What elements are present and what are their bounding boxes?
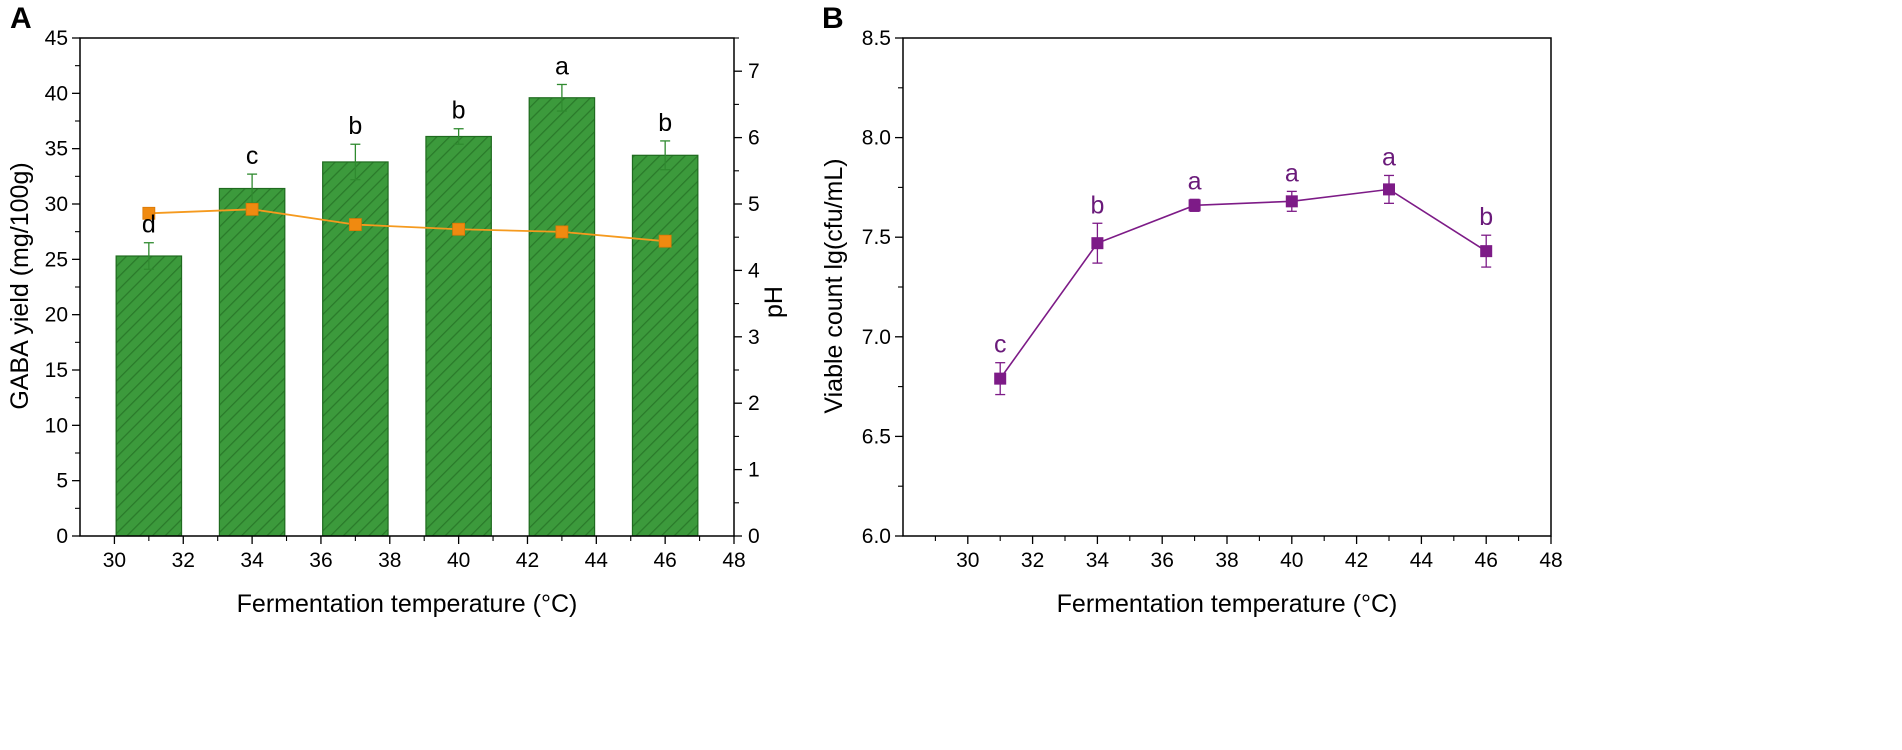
y-tick-label-b: 6.5 [862, 425, 891, 448]
y-tick-label-b: 8.0 [862, 127, 891, 150]
y-axis-left-a: 0 5 10 15 20 25 30 35 40 45 [45, 27, 80, 548]
x-tick-label-b: 38 [1215, 549, 1238, 572]
y-tick-label-a: 0 [56, 525, 68, 548]
viable-count-series [994, 174, 1493, 396]
gaba-significance-letter: c [246, 142, 259, 170]
viable-significance-letter: a [1285, 159, 1299, 187]
gaba-error-bars [143, 83, 671, 270]
viable-count-line [999, 188, 1487, 380]
x-tick-label-a: 48 [722, 549, 745, 572]
plot-frame-b [902, 37, 1552, 537]
x-tick-label-a: 34 [240, 549, 264, 572]
y-tick-label-a: 45 [45, 27, 68, 50]
y-tick-label-a: 25 [45, 248, 68, 271]
ph-line [148, 208, 666, 243]
y2-tick-label-a: 4 [748, 259, 760, 282]
y2-tick-label-a: 5 [748, 193, 760, 216]
x-tick-label-a: 42 [516, 549, 539, 572]
x-tick-label-a: 38 [378, 549, 401, 572]
gaba-bar [528, 97, 596, 537]
viable-count-marker [1480, 245, 1493, 258]
viable-significance-letter: b [1090, 191, 1104, 219]
panel-b: B c b a a a b 30 32 34 36 38 40 42 44 46 48 6.0 6.5 7.0 7… [820, 2, 1563, 618]
x-tick-label-a: 32 [172, 549, 195, 572]
y2-axis-title-a: pH [760, 286, 788, 318]
y2-tick-label-a: 7 [748, 60, 760, 83]
x-tick-label-b: 36 [1151, 549, 1174, 572]
viable-count-marker [1383, 183, 1395, 196]
viable-count-marker [1285, 195, 1298, 208]
gaba-significance-letter: a [555, 52, 569, 80]
viable-count-marker [1091, 237, 1104, 250]
viable-significance-letter: b [1479, 203, 1493, 231]
ph-marker [348, 218, 362, 231]
gaba-significance-letter: b [658, 109, 672, 137]
gaba-significance-labels: d c b b a b [142, 52, 672, 238]
y-tick-label-b: 7.5 [862, 226, 891, 249]
y-tick-label-a: 40 [45, 82, 68, 105]
viable-significance-labels: c b a a a b [994, 143, 1493, 358]
y2-tick-label-a: 1 [748, 459, 760, 482]
y-axis-title-a: GABA yield (mg/100g) [6, 162, 34, 409]
gaba-significance-letter: d [142, 211, 156, 239]
x-tick-label-b: 34 [1086, 549, 1110, 572]
y-axis-title-b: Viable count lg(cfu/mL) [820, 158, 848, 413]
y2-tick-label-a: 2 [748, 392, 760, 415]
y-tick-label-b: 8.5 [862, 27, 891, 50]
y-tick-label-b: 7.0 [862, 326, 891, 349]
gaba-bar [631, 154, 699, 537]
x-tick-label-b: 40 [1280, 549, 1303, 572]
x-tick-label-a: 36 [309, 549, 332, 572]
ph-marker [245, 202, 259, 216]
gaba-bar [322, 161, 389, 537]
x-axis-title-a: Fermentation temperature (°C) [237, 590, 578, 618]
x-tick-label-a: 40 [447, 549, 470, 572]
ph-series [142, 202, 672, 248]
viable-significance-letter: a [1188, 167, 1202, 195]
x-tick-label-a: 44 [585, 549, 609, 572]
gaba-bar [425, 135, 492, 537]
x-axis-a: 30 32 34 36 38 40 42 44 46 48 [103, 536, 746, 572]
y2-tick-label-a: 3 [748, 326, 760, 349]
x-axis-b: 30 32 34 36 38 40 42 44 46 48 [934, 536, 1563, 572]
x-axis-title-b: Fermentation temperature (°C) [1057, 590, 1398, 618]
x-tick-label-a: 30 [103, 549, 126, 572]
ph-marker [658, 234, 672, 248]
x-tick-label-a: 46 [653, 549, 676, 572]
gaba-bar [218, 187, 286, 537]
y-tick-label-a: 15 [45, 359, 68, 382]
y-tick-label-a: 10 [45, 414, 68, 437]
y-axis-right-a: 0 1 2 3 4 5 6 7 [734, 37, 760, 548]
panel-a-label: A [10, 2, 32, 35]
ph-marker [142, 206, 156, 220]
y-tick-label-a: 5 [56, 470, 68, 493]
ph-marker [555, 225, 569, 239]
viable-significance-letter: c [994, 331, 1007, 359]
gaba-significance-letter: b [452, 97, 466, 125]
ph-marker [452, 222, 466, 236]
y-tick-label-a: 20 [45, 304, 68, 327]
y2-tick-label-a: 6 [748, 127, 760, 150]
gaba-bars [115, 97, 699, 537]
y-tick-label-a: 35 [45, 138, 68, 161]
viable-significance-letter: a [1382, 143, 1396, 171]
x-tick-label-b: 46 [1475, 549, 1498, 572]
y2-tick-label-a: 0 [748, 525, 760, 548]
x-tick-label-b: 42 [1345, 549, 1368, 572]
panel-b-label: B [822, 2, 844, 35]
x-tick-label-b: 30 [956, 549, 979, 572]
x-tick-label-b: 32 [1021, 549, 1044, 572]
viable-count-marker [994, 372, 1007, 385]
x-tick-label-b: 44 [1410, 549, 1434, 572]
x-tick-label-b: 48 [1539, 549, 1562, 572]
y-tick-label-a: 30 [45, 193, 68, 216]
gaba-significance-letter: b [348, 112, 362, 140]
y-tick-label-b: 6.0 [862, 525, 891, 548]
y-axis-b: 6.0 6.5 7.0 7.5 8.0 8.5 [862, 27, 903, 548]
viable-count-marker [1188, 199, 1201, 212]
gaba-bar [115, 255, 183, 537]
